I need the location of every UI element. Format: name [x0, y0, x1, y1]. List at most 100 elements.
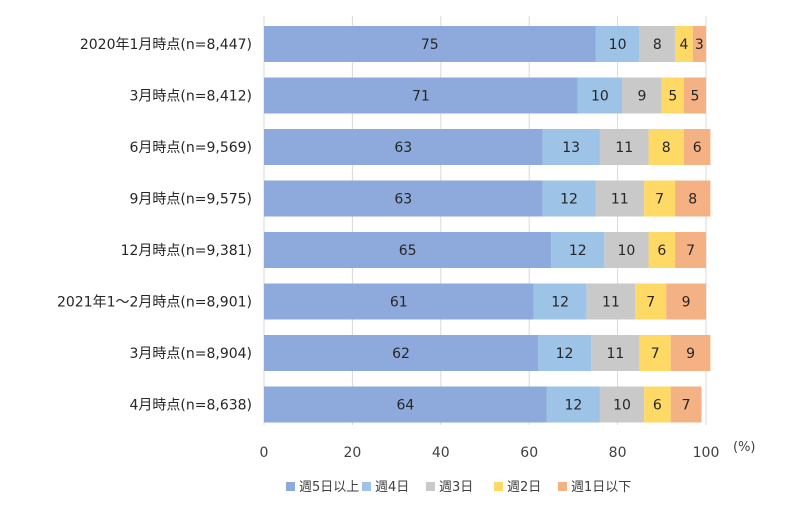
bar-segment — [546, 386, 600, 423]
legend-swatch — [286, 482, 295, 491]
data-label: 12 — [560, 192, 578, 208]
bar-segment — [644, 386, 671, 423]
data-label: 10 — [591, 89, 609, 105]
data-label: 7 — [686, 243, 695, 259]
bar-segment — [683, 77, 706, 114]
bar-segment — [533, 283, 587, 320]
data-label: 7 — [682, 398, 691, 414]
data-label: 11 — [602, 295, 620, 311]
data-label: 12 — [569, 243, 587, 259]
bar-segment — [639, 26, 676, 62]
category-label: 3月時点(n=8,904) — [129, 346, 252, 362]
bar-segment — [264, 77, 578, 114]
category-label: 2020年1月時点(n=8,447) — [80, 37, 252, 53]
bar-segment — [595, 26, 640, 62]
bar-segment — [648, 129, 684, 165]
data-label: 9 — [682, 295, 691, 311]
data-label: 4 — [679, 37, 688, 53]
legend-label: 週3日 — [439, 480, 473, 495]
bar-segment — [599, 386, 645, 423]
data-label: 3 — [695, 37, 704, 53]
bar-segment — [264, 232, 552, 268]
x-tick-label: 20 — [343, 445, 361, 461]
data-label: 8 — [688, 192, 697, 208]
data-label: 9 — [686, 346, 695, 362]
bar-segment — [264, 26, 596, 62]
bar-segment — [661, 77, 684, 114]
legend-label: 週1日以下 — [571, 480, 631, 495]
bar-segment — [591, 335, 640, 371]
legend-label: 週5日以上 — [299, 480, 359, 495]
bar-segment — [542, 129, 600, 165]
bar-segment — [586, 283, 636, 320]
x-tick-label: 80 — [609, 445, 627, 461]
bar-segment — [675, 180, 711, 217]
data-label: 10 — [618, 243, 636, 259]
legend-label: 週4日 — [375, 480, 409, 495]
data-label: 64 — [397, 398, 415, 414]
data-label: 62 — [392, 346, 410, 362]
data-label: 5 — [690, 89, 699, 105]
x-axis: 0 20 40 60 80 100 — [260, 445, 720, 461]
legend: 週5日以上 週4日 週3日 週2日 週1日以下 — [286, 480, 631, 495]
data-label: 5 — [668, 89, 677, 105]
bar-area: 75 10 8 4 371 10 9 5 563 13 11 8 663 12 11 7 865 12 10 6 761… — [264, 26, 711, 423]
data-label: 10 — [613, 398, 631, 414]
data-label: 11 — [611, 192, 629, 208]
x-tick-label: 100 — [693, 445, 720, 461]
data-label: 7 — [655, 192, 664, 208]
bar-segment — [264, 283, 534, 320]
category-label: 2021年1～2月時点(n=8,901) — [57, 295, 252, 311]
bar-segment — [264, 386, 547, 423]
data-label: 63 — [394, 192, 412, 208]
data-label: 8 — [653, 37, 662, 53]
data-label: 61 — [390, 295, 408, 311]
data-label: 6 — [653, 398, 662, 414]
bar-segment — [675, 26, 693, 62]
legend-label: 週2日 — [507, 480, 541, 495]
data-label: 11 — [606, 346, 624, 362]
bar-segment — [264, 335, 539, 371]
x-tick-label: 0 — [260, 445, 269, 461]
legend-swatch — [558, 482, 567, 491]
category-label: 4月時点(n=8,638) — [129, 398, 252, 414]
x-tick-label: 60 — [520, 445, 538, 461]
data-label: 13 — [562, 140, 580, 156]
x-tick-label: 40 — [432, 445, 450, 461]
data-label: 7 — [646, 295, 655, 311]
bar-segment — [670, 335, 711, 371]
category-label: 3月時点(n=8,412) — [129, 89, 252, 105]
bar-segment — [622, 77, 662, 114]
data-label: 6 — [693, 140, 702, 156]
category-label: 12月時点(n=9,381) — [121, 243, 252, 259]
bar-segment — [639, 335, 671, 371]
category-labels: 2020年1月時点(n=8,447) 3月時点(n=8,412) 6月時点(n=9,… — [57, 37, 252, 414]
bar-segment — [599, 129, 649, 165]
unit-label: (%) — [733, 440, 756, 455]
data-label: 71 — [412, 89, 430, 105]
category-label: 6月時点(n=9,569) — [129, 140, 252, 156]
bar-segment — [538, 335, 592, 371]
data-label: 75 — [421, 37, 439, 53]
data-label: 9 — [637, 89, 646, 105]
bar-segment — [595, 180, 645, 217]
data-label: 7 — [651, 346, 660, 362]
data-label: 12 — [551, 295, 569, 311]
data-label: 12 — [564, 398, 582, 414]
bar-segment — [675, 232, 706, 268]
data-label: 6 — [657, 243, 666, 259]
data-label: 65 — [399, 243, 417, 259]
legend-swatch — [426, 482, 435, 491]
bar-segment — [264, 180, 543, 217]
bar-segment — [692, 26, 706, 62]
legend-swatch — [362, 482, 371, 491]
bar-segment — [644, 180, 676, 217]
bar-segment — [666, 283, 706, 320]
data-label: 63 — [394, 140, 412, 156]
bar-segment — [635, 283, 667, 320]
bar-segment — [264, 129, 543, 165]
bar-segment — [542, 180, 596, 217]
data-label: 11 — [615, 140, 633, 156]
data-label: 12 — [556, 346, 574, 362]
